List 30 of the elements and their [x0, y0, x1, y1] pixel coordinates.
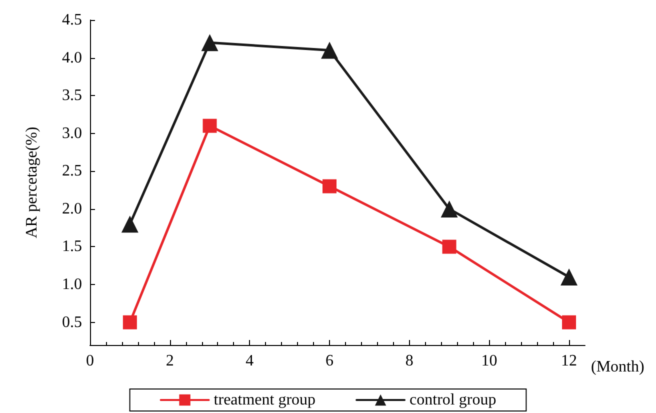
point [322, 179, 337, 194]
legend-label: treatment group [214, 392, 316, 408]
x-tick-label: 4 [246, 352, 254, 370]
y-axis-title: AR percetage(%) [24, 126, 40, 238]
point [562, 315, 576, 330]
legend-label: control group [410, 392, 496, 408]
x-tick-label: 12 [561, 352, 578, 370]
point [442, 240, 456, 254]
y-tick-label: 4.5 [62, 12, 82, 28]
x-tick-label: 10 [481, 352, 498, 370]
point [122, 315, 137, 330]
point [201, 34, 218, 52]
point [202, 118, 217, 133]
y-tick-label: 1.0 [62, 276, 82, 294]
x-tick-label: 0 [86, 352, 94, 370]
x-axis-title: (Month) [591, 358, 644, 376]
y-tick-label: 0.5 [62, 314, 82, 331]
point [321, 42, 338, 59]
y-tick-label: 3.0 [62, 124, 82, 142]
x-tick-label: 6 [326, 352, 334, 370]
y-tick-label: 1.5 [62, 238, 82, 256]
y-tick-label: 4.0 [62, 49, 82, 66]
y-tick-label: 2.5 [62, 162, 82, 180]
point [440, 200, 458, 218]
y-tick-label: 3.5 [62, 87, 82, 104]
x-tick-label: 8 [405, 352, 414, 370]
y-tick-label: 2.0 [62, 200, 82, 218]
x-tick-label: 2 [166, 352, 174, 370]
point [560, 268, 578, 286]
point [121, 216, 138, 233]
